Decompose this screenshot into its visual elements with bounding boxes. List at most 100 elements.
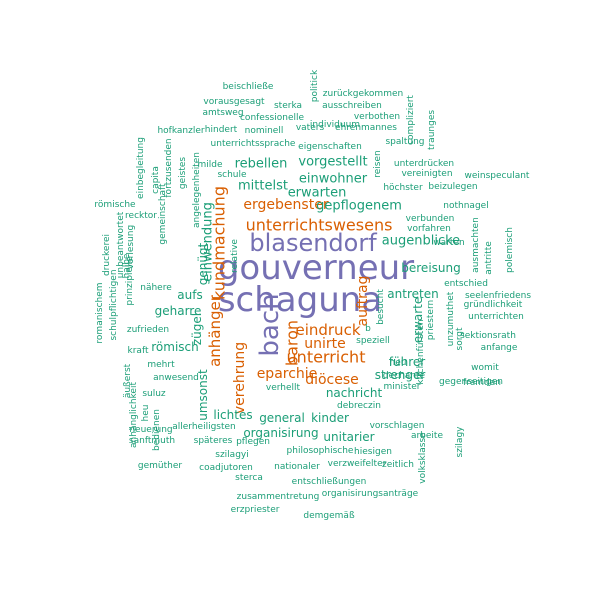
word-nationaler: nationaler <box>274 462 320 472</box>
word-arbeite: arbeite <box>411 431 443 441</box>
word-sektionsrath: sektionsrath <box>460 331 516 341</box>
word-prinzipielle: prinzipielle <box>125 256 135 306</box>
word-spaltung: spaltung <box>385 137 424 147</box>
word-verbothen: verbothen <box>354 112 400 122</box>
word-dechante: dechante <box>383 371 426 381</box>
word-organisirung: organisirung <box>243 426 318 440</box>
word-geharre: geharre <box>155 304 202 318</box>
word-halbe: halbe <box>122 253 132 278</box>
word-ausmachten: ausmachten <box>471 217 481 273</box>
word-spaeteres: späteres <box>194 436 233 446</box>
word-vorausgesagt: vorausgesagt <box>203 97 265 107</box>
word-baron: baron <box>283 320 302 366</box>
word-ergebenster: ergebenster <box>243 197 328 213</box>
word-capita: capita <box>151 166 161 194</box>
word-zuegel: zügel <box>190 313 204 345</box>
word-gruendlichkeit: gründlichkeit <box>464 300 523 310</box>
word-fortzusenden: fortzusenden <box>164 138 174 197</box>
word-politick: politick <box>310 69 320 102</box>
word-umsonst: umsonst <box>196 369 210 421</box>
word-reisen: reisen <box>373 150 383 177</box>
word-unterricht: unterricht <box>287 348 366 367</box>
word-angelegenheiten: angelegenheiten <box>192 152 202 228</box>
word-verzweifelter: verzweifelter <box>328 459 387 469</box>
word-hiesigen: hiesigen <box>354 447 392 457</box>
word-entschliessungen: entschließungen <box>292 477 367 487</box>
word-milde: milde <box>197 160 222 170</box>
word-bedienen: bedienen <box>152 409 162 451</box>
word-beischliesse: beischließe <box>223 82 274 92</box>
word-sanftmuth: sanftmuth <box>129 436 175 446</box>
word-philosophische: philosophische <box>287 446 354 456</box>
word-anfange: anfange <box>481 343 518 353</box>
word-womit: womit <box>471 363 499 373</box>
word-gepflogenem: gepflogenem <box>316 199 402 214</box>
word-general: general <box>259 411 305 425</box>
word-kraft: kraft <box>128 346 149 356</box>
word-kinder: kinder <box>311 411 349 425</box>
word-erwarten: erwarten <box>288 186 347 201</box>
word-unzumuthet: unzumuthet <box>446 291 456 346</box>
word-mittelst: mittelst <box>238 179 288 194</box>
word-ausschreiben: ausschreiben <box>322 101 382 111</box>
word-demgemaess: demgemäß <box>303 511 355 521</box>
word-aufs: aufs <box>177 288 202 302</box>
word-sorgt: sorgt <box>455 327 465 350</box>
word-gegenseitigen: gegenseitigen <box>439 377 503 387</box>
word-unitarier: unitarier <box>323 430 374 444</box>
word-roemische: römische <box>94 200 136 210</box>
word-sterka: sterka <box>274 101 302 111</box>
word-unirte: unirte <box>304 336 346 352</box>
word-mehrt: mehrt <box>147 360 175 370</box>
word-organisirungsantraege: organisirungsanträge <box>322 489 419 499</box>
word-polemisch: polemisch <box>505 227 515 273</box>
word-individuum: individuum <box>310 120 360 130</box>
word-bereisung: bereisung <box>401 261 460 275</box>
word-hindert: hindert <box>205 125 238 135</box>
word-vorfahren: vorfahren <box>407 224 451 234</box>
word-einwohner: einwohner <box>299 172 368 187</box>
word-kundmachung: kundmachung <box>210 186 229 300</box>
word-erwarte: erwarte <box>411 297 425 344</box>
word-unterdruecken: unterdrücken <box>394 159 454 169</box>
word-strenger: strenger <box>375 368 426 382</box>
word-rebellen: rebellen <box>235 157 288 172</box>
word-zusammentretung: zusammentretung <box>237 492 320 502</box>
word-unterrichtssprache: unterrichtssprache <box>211 139 296 149</box>
word-heu: heu <box>141 405 151 422</box>
word-compliziert: compliziert <box>406 95 416 145</box>
word-b: b <box>365 324 371 334</box>
word-besucht: besucht <box>376 289 386 325</box>
word-gouverneur: gouverneur <box>218 248 414 288</box>
word-confessionelle: confessionelle <box>240 113 304 123</box>
word-entschied: entschied <box>444 279 488 289</box>
word-anhaenglichkeit: anhänglichkeit <box>129 382 139 448</box>
word-bach: bach <box>255 293 285 356</box>
word-augenblicke: augenblicke <box>382 234 460 249</box>
word-anhaenger: anhänger <box>206 294 224 367</box>
word-verehrung: verehrung <box>232 342 248 414</box>
word-vereinigten: vereinigten <box>401 169 452 179</box>
word-fremden: fremden <box>463 378 501 388</box>
word-szilagyi: szilagyi <box>215 450 248 460</box>
word-zeitlich: zeitlich <box>382 460 414 470</box>
word-sterca: sterca <box>235 473 263 483</box>
word-einwendung: einwendung <box>201 202 216 282</box>
word-roemisch: römisch <box>151 340 199 354</box>
word-naehere: nähere <box>140 283 172 293</box>
word-eindruck: eindruck <box>295 321 360 339</box>
word-fuehrer: führer <box>389 355 425 369</box>
word-amtsweg: amtsweg <box>202 108 243 118</box>
word-nachricht: nachricht <box>326 386 383 400</box>
word-gemeinschaft: gemeinschaft <box>158 183 168 245</box>
word-gemuether: gemüther <box>138 461 182 471</box>
word-zufrieden: zufrieden <box>127 325 169 335</box>
word-neuerung: neuerung <box>129 425 172 435</box>
word-anwesend: anwesend <box>153 373 199 383</box>
word-warten: warten <box>433 238 464 248</box>
word-lichtes: lichtes <box>213 408 252 422</box>
word-minister: minister <box>384 382 421 392</box>
word-blasendorf: blasendorf <box>249 229 377 257</box>
